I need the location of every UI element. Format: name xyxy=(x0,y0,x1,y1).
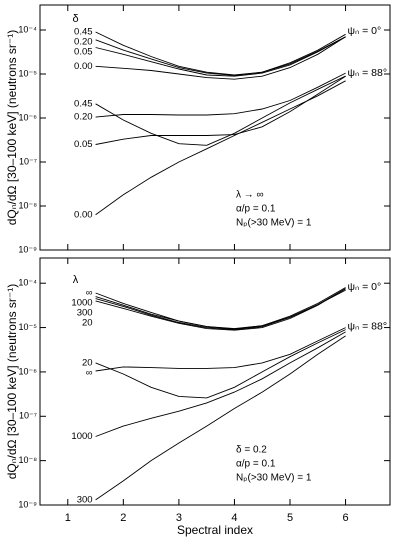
plot-frame xyxy=(39,4,391,251)
curve xyxy=(95,72,346,118)
note: α/p = 0.1 xyxy=(236,459,276,470)
series-label: 1000 xyxy=(71,431,92,442)
series-label: 0.20 xyxy=(74,112,93,123)
series-label: 0.05 xyxy=(74,139,93,150)
series-label: 0.05 xyxy=(74,47,93,58)
series-label: 0.45 xyxy=(74,98,93,109)
curve xyxy=(95,287,346,330)
y-tick-label: 10⁻⁶ xyxy=(19,366,38,376)
x-axis-label: Spectral index xyxy=(177,523,253,537)
y-tick-label: 10⁻⁷ xyxy=(19,411,37,421)
curve xyxy=(95,75,346,146)
curve xyxy=(95,75,346,145)
x-tick-label: 6 xyxy=(342,512,348,524)
note: λ → ∞ xyxy=(236,190,264,201)
legend-title: δ xyxy=(72,13,78,25)
plot-frame xyxy=(39,257,391,506)
y-tick-label: 10⁻⁵ xyxy=(19,322,38,332)
y-tick-label: 10⁻⁹ xyxy=(18,244,37,254)
curve xyxy=(95,36,346,80)
series-label: 20 xyxy=(82,318,93,329)
series-label: ∞ xyxy=(86,288,93,299)
y-tick-label: 10⁻⁸ xyxy=(18,200,37,210)
curve xyxy=(95,80,346,216)
note: δ = 0.2 xyxy=(236,445,267,456)
x-tick-label: 1 xyxy=(65,512,71,524)
note: Nₚ(>30 MeV) = 1 xyxy=(236,473,312,484)
y-tick-label: 10⁻⁶ xyxy=(19,112,38,122)
group-label: ψₙ = 0° xyxy=(348,25,382,37)
legend-title: λ xyxy=(73,274,79,286)
series-label: 300 xyxy=(77,308,93,319)
x-tick-label: 4 xyxy=(231,512,237,524)
curve xyxy=(95,288,346,331)
series-label: 0.45 xyxy=(74,27,93,38)
curve xyxy=(95,327,346,372)
curve xyxy=(95,31,346,76)
y-tick-label: 10⁻⁵ xyxy=(19,68,38,78)
note: α/p = 0.1 xyxy=(236,204,276,215)
series-label: 1000 xyxy=(71,298,92,309)
series-label: 0.00 xyxy=(74,61,93,72)
group-label: ψₙ = 0° xyxy=(348,281,382,293)
y-tick-label: 10⁻⁸ xyxy=(18,455,37,465)
curve xyxy=(95,288,346,331)
y-tick-label: 10⁻⁷ xyxy=(19,156,37,166)
curve xyxy=(95,329,346,399)
x-tick-label: 5 xyxy=(287,512,293,524)
y-tick-label: 10⁻⁹ xyxy=(18,499,37,509)
y-tick-label: 10⁻⁴ xyxy=(18,24,37,34)
y-axis-label: dQₙ/dΩ [30–100 keV] (neutrons sr⁻¹) xyxy=(5,30,19,226)
curve xyxy=(95,335,346,501)
series-label: 300 xyxy=(77,494,93,505)
curve xyxy=(95,331,346,437)
curve xyxy=(95,36,346,77)
series-label: 0.00 xyxy=(74,209,93,220)
series-label: 20 xyxy=(82,357,93,368)
group-label: ψₙ = 88° xyxy=(348,67,388,79)
curve xyxy=(95,36,346,76)
group-label: ψₙ = 88° xyxy=(348,320,388,332)
x-tick-label: 2 xyxy=(120,512,126,524)
series-label: 0.20 xyxy=(74,37,93,48)
x-tick-label: 3 xyxy=(176,512,182,524)
y-axis-label: dQₙ/dΩ [30–100 keV] (neutrons sr⁻¹) xyxy=(5,284,19,480)
y-tick-label: 10⁻⁴ xyxy=(18,278,37,288)
series-label: ∞ xyxy=(86,367,93,378)
note: Nₚ(>30 MeV) = 1 xyxy=(236,218,312,229)
